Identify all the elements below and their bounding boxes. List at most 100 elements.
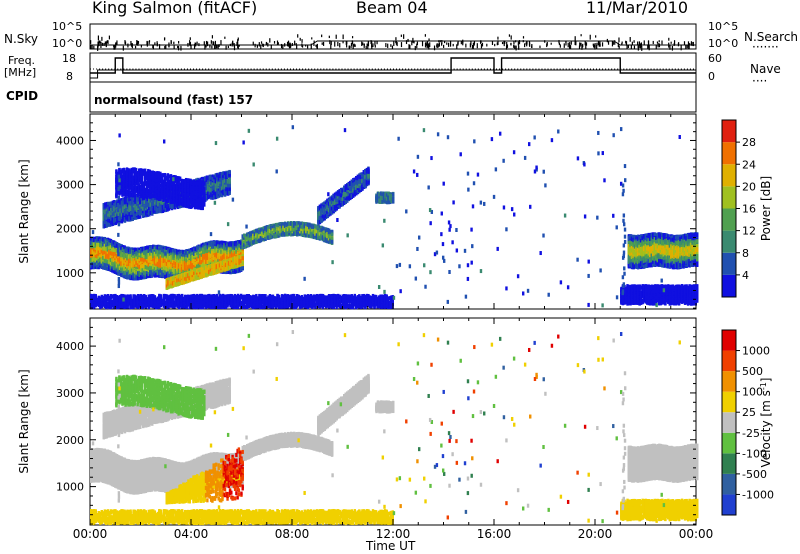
noise-sky-sample bbox=[401, 42, 402, 47]
noise-sky-sample bbox=[511, 35, 512, 39]
nave-dot bbox=[451, 69, 452, 70]
noise-sky-sample bbox=[401, 35, 402, 37]
noise-sky-sample bbox=[681, 45, 682, 50]
noise-sky-sample bbox=[342, 41, 343, 43]
noise-sky-sample bbox=[307, 46, 308, 49]
noise-sky-sample bbox=[608, 41, 609, 45]
noise-sky-sample bbox=[397, 42, 398, 46]
nave-dot bbox=[272, 69, 273, 70]
noise-sky-sample bbox=[497, 40, 498, 45]
noise-sky-sample bbox=[317, 44, 318, 49]
noise-sky-sample bbox=[510, 43, 511, 46]
nave-dot bbox=[166, 69, 167, 70]
nave-dot bbox=[402, 69, 403, 70]
noise-sky-sample bbox=[271, 45, 272, 48]
nave-dot bbox=[235, 69, 236, 70]
noise-sky-sample bbox=[313, 43, 314, 46]
noise-sky-sample bbox=[220, 40, 221, 45]
nave-dot bbox=[226, 69, 227, 70]
nave-dot bbox=[529, 69, 530, 70]
noise-sky-sample bbox=[621, 43, 622, 45]
noise-sky-sample bbox=[294, 41, 295, 46]
nave-dot bbox=[581, 69, 582, 70]
nave-dot bbox=[332, 69, 333, 70]
noise-sky-sample bbox=[595, 35, 596, 37]
noise-sky-sample bbox=[448, 43, 449, 47]
nave-dot bbox=[178, 69, 179, 70]
nave-dot bbox=[599, 69, 600, 70]
noise-sky-sample bbox=[368, 40, 369, 45]
noise-sky-sample bbox=[417, 42, 418, 45]
nave-dot bbox=[408, 69, 409, 70]
noise-sky-sample bbox=[425, 43, 426, 48]
noise-sky-sample bbox=[428, 38, 429, 40]
nave-dot bbox=[490, 69, 491, 70]
nave-dot bbox=[108, 69, 109, 70]
noise-sky-sample bbox=[204, 41, 205, 45]
nave-dot bbox=[399, 69, 400, 70]
nave-dot bbox=[648, 69, 649, 70]
noise-sky-sample bbox=[607, 39, 608, 42]
frequency-line bbox=[90, 58, 696, 73]
noise-sky-sample bbox=[253, 42, 254, 46]
nave-dot bbox=[575, 69, 576, 70]
nave-dot bbox=[335, 69, 336, 70]
noise-sky-sample bbox=[477, 43, 478, 48]
noise-sky-sample bbox=[215, 41, 216, 46]
nave-dot bbox=[232, 69, 233, 70]
nave-dot bbox=[566, 69, 567, 70]
nave-dot bbox=[341, 69, 342, 70]
nave-dot bbox=[693, 69, 694, 70]
noise-sky-sample bbox=[135, 46, 136, 48]
noise-sky-sample bbox=[189, 40, 190, 45]
noise-sky-sample bbox=[366, 46, 367, 49]
noise-sky-sample bbox=[403, 34, 404, 39]
nave-dot bbox=[202, 69, 203, 70]
noise-sky-sample bbox=[524, 43, 525, 47]
noise-sky-sample bbox=[691, 43, 692, 45]
power-scatter bbox=[90, 125, 698, 309]
nave-dot bbox=[132, 69, 133, 70]
noise-sky-sample bbox=[288, 41, 289, 44]
noise-sky-sample bbox=[90, 40, 91, 44]
noise-sky-sample bbox=[346, 41, 347, 45]
noise-sky-sample bbox=[657, 43, 658, 47]
noise-sky-sample bbox=[267, 43, 268, 47]
noise-sky-sample bbox=[684, 41, 685, 45]
noise-sky-sample bbox=[213, 42, 214, 45]
noise-sky-sample bbox=[644, 40, 645, 44]
nave-dot bbox=[620, 69, 621, 70]
nave-dot bbox=[172, 69, 173, 70]
noise-sky-sample bbox=[98, 35, 99, 40]
nave-dot bbox=[557, 69, 558, 70]
noise-sky-sample bbox=[502, 42, 503, 44]
noise-sky-sample bbox=[590, 35, 591, 40]
noise-sky-sample bbox=[390, 44, 391, 47]
nave-dot bbox=[535, 69, 536, 70]
noise-sky-sample bbox=[613, 42, 614, 45]
noise-sky-sample bbox=[215, 45, 216, 49]
noise-sky-sample bbox=[269, 38, 270, 42]
nave-dot bbox=[387, 69, 388, 70]
noise-sky-sample bbox=[301, 39, 302, 43]
nave-dot bbox=[329, 69, 330, 70]
noise-sky-sample bbox=[631, 45, 632, 49]
noise-sky-sample bbox=[321, 35, 322, 38]
nave-dot bbox=[193, 69, 194, 70]
noise-sky-sample bbox=[125, 41, 126, 44]
noise-sky-sample bbox=[585, 41, 586, 46]
noise-sky-sample bbox=[407, 39, 408, 42]
noise-sky-sample bbox=[107, 40, 108, 44]
noise-sky-sample bbox=[173, 42, 174, 44]
noise-sky-sample bbox=[519, 41, 520, 45]
noise-sky-sample bbox=[453, 44, 454, 46]
freq-traces bbox=[90, 58, 696, 78]
noise-sky-sample bbox=[237, 39, 238, 43]
noise-search-line bbox=[90, 41, 696, 45]
nave-dot bbox=[496, 69, 497, 70]
nave-dot bbox=[590, 69, 591, 70]
nave-dot bbox=[214, 69, 215, 70]
noise-sky-sample bbox=[529, 42, 530, 46]
nave-dot bbox=[432, 69, 433, 70]
nave-dot bbox=[287, 69, 288, 70]
